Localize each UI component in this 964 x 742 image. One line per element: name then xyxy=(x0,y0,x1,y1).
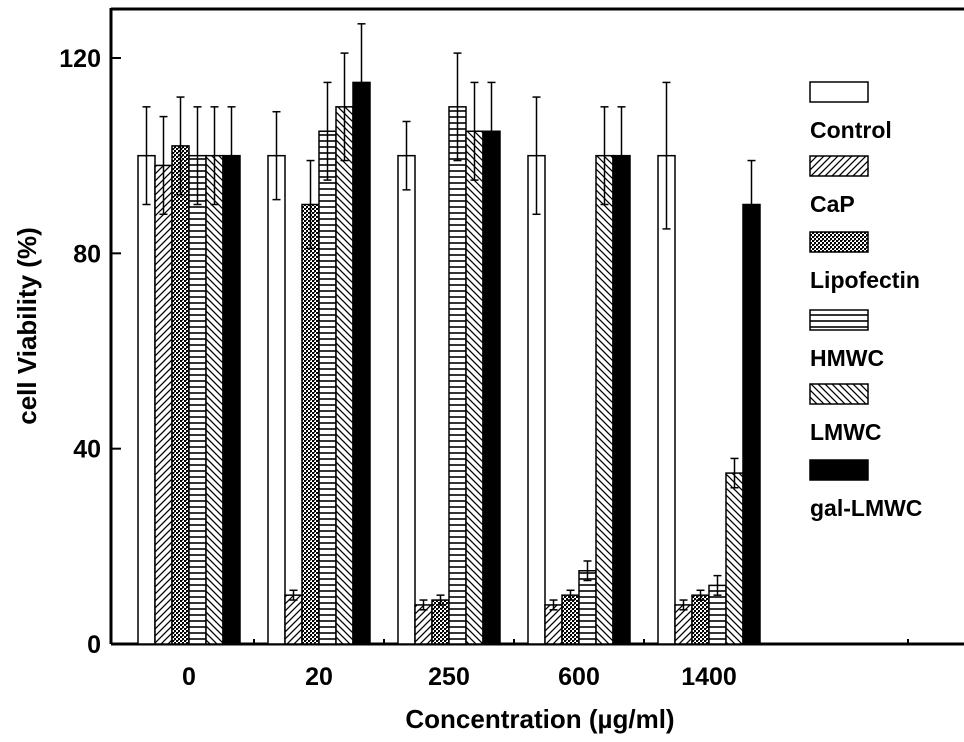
bar-group xyxy=(527,96,631,645)
error-bar xyxy=(713,574,722,596)
error-bar xyxy=(436,594,445,606)
legend-item: LMWC xyxy=(809,383,882,445)
legend-label: LMWC xyxy=(810,419,882,445)
bar-groups xyxy=(137,23,761,645)
error-bar xyxy=(419,599,428,611)
error-bar xyxy=(730,457,739,489)
bar-lmwc xyxy=(205,154,224,645)
legend-item: HMWC xyxy=(809,309,884,371)
bar-gal-lmwc xyxy=(482,130,501,645)
error-bar xyxy=(306,159,315,250)
bar-lmwc xyxy=(465,130,484,645)
legend-label: gal-LMWC xyxy=(810,495,922,521)
legend-label: Lipofectin xyxy=(810,267,920,293)
x-tick-label: 600 xyxy=(558,663,600,691)
y-tick-label: 0 xyxy=(87,631,101,659)
error-bar xyxy=(583,560,592,582)
error-bar xyxy=(159,115,168,216)
legend-swatch xyxy=(809,81,869,103)
bar-lmwc xyxy=(595,154,614,645)
bar-cap xyxy=(414,604,433,645)
error-bar xyxy=(227,106,236,206)
bar-hmwc xyxy=(448,106,467,645)
error-bar xyxy=(142,106,151,206)
bar-lipofectin xyxy=(691,594,710,645)
legend-label: CaP xyxy=(810,191,855,217)
error-bar xyxy=(453,52,462,162)
error-bar xyxy=(600,106,609,206)
error-bar xyxy=(210,106,219,206)
error-bar xyxy=(289,589,298,601)
bar-hmwc xyxy=(578,570,597,645)
bar-control xyxy=(267,154,286,645)
bar-group xyxy=(137,96,241,645)
x-tick-label: 250 xyxy=(428,663,470,691)
legend-label: Control xyxy=(810,117,892,143)
error-bar xyxy=(340,52,349,162)
y-tick-label: 120 xyxy=(59,45,101,73)
x-axis-title: Concentration (µg/ml) xyxy=(405,704,674,734)
legend-swatch xyxy=(809,155,869,177)
bar-cap xyxy=(674,604,693,645)
error-bar xyxy=(402,120,411,191)
error-bar xyxy=(617,106,626,206)
legend: Control CaP Lipofectin HMWC LMWC gal-LMWC xyxy=(809,81,922,521)
legend-swatch xyxy=(809,309,869,331)
bar-hmwc xyxy=(318,130,337,645)
bar-group xyxy=(267,23,371,645)
error-bar xyxy=(470,81,479,181)
y-axis-title: cell Viability (%) xyxy=(12,227,42,424)
bar-gal-lmwc xyxy=(612,154,631,645)
bar-control xyxy=(397,154,416,645)
x-tick-label: 0 xyxy=(182,663,196,691)
legend-item: Lipofectin xyxy=(809,231,920,293)
legend-item: Control xyxy=(809,81,892,143)
error-bar xyxy=(176,96,185,196)
error-bar xyxy=(487,81,496,181)
error-bar xyxy=(272,110,281,201)
x-tick-label: 20 xyxy=(305,663,333,691)
bar-control xyxy=(137,154,156,645)
error-bar xyxy=(696,589,705,601)
bar-cap xyxy=(544,604,563,645)
bar-lipofectin xyxy=(301,203,320,645)
error-bar xyxy=(566,589,575,601)
bar-group xyxy=(397,52,501,645)
legend-swatch xyxy=(809,231,869,253)
legend-swatch xyxy=(809,459,869,481)
error-bar xyxy=(549,599,558,611)
error-bar xyxy=(193,106,202,206)
legend-label: HMWC xyxy=(810,345,884,371)
bar-lipofectin xyxy=(431,599,450,645)
x-axis-ticks: 0 20 250 600 1400 xyxy=(182,636,909,691)
bar-cap xyxy=(284,594,303,645)
error-bar xyxy=(747,159,756,250)
bar-group xyxy=(657,81,761,645)
bar-gal-lmwc xyxy=(222,154,241,645)
bar-control xyxy=(527,154,546,645)
y-tick-label: 40 xyxy=(73,436,101,464)
bar-lmwc xyxy=(725,472,744,645)
bar-cap xyxy=(154,164,173,645)
legend-swatch xyxy=(809,383,869,405)
legend-item: gal-LMWC xyxy=(809,459,922,521)
error-bar xyxy=(679,599,688,611)
error-bar xyxy=(532,96,541,216)
y-axis-ticks: 0 40 80 120 xyxy=(59,45,121,659)
bar-lipofectin xyxy=(171,145,190,645)
bar-gal-lmwc xyxy=(742,203,761,645)
legend-item: CaP xyxy=(809,155,869,217)
x-tick-label: 1400 xyxy=(681,663,737,691)
y-tick-label: 80 xyxy=(73,240,101,268)
bar-lipofectin xyxy=(561,594,580,645)
bar-gal-lmwc xyxy=(352,81,371,645)
bar-hmwc xyxy=(188,154,207,645)
error-bar xyxy=(323,81,332,181)
error-bar xyxy=(662,81,671,230)
bar-lmwc xyxy=(335,106,354,645)
error-bar xyxy=(357,23,366,142)
